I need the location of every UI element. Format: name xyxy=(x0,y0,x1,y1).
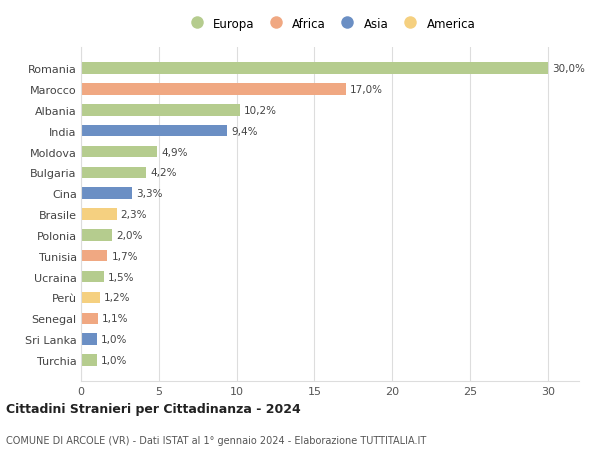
Bar xyxy=(81,209,117,220)
Text: 2,3%: 2,3% xyxy=(121,210,147,219)
Legend: Europa, Africa, Asia, America: Europa, Africa, Asia, America xyxy=(185,17,475,30)
Text: 1,0%: 1,0% xyxy=(100,355,127,365)
Bar xyxy=(81,230,112,241)
Text: 1,7%: 1,7% xyxy=(112,251,138,261)
Bar xyxy=(81,271,104,283)
Bar xyxy=(81,84,346,95)
Text: 4,2%: 4,2% xyxy=(150,168,177,178)
Bar xyxy=(81,334,97,345)
Text: 1,1%: 1,1% xyxy=(102,313,128,324)
Bar xyxy=(81,167,146,179)
Bar xyxy=(81,251,107,262)
Text: COMUNE DI ARCOLE (VR) - Dati ISTAT al 1° gennaio 2024 - Elaborazione TUTTITALIA.: COMUNE DI ARCOLE (VR) - Dati ISTAT al 1°… xyxy=(6,435,426,445)
Text: 2,0%: 2,0% xyxy=(116,230,142,241)
Text: 1,2%: 1,2% xyxy=(104,293,130,303)
Bar xyxy=(81,105,240,116)
Text: 4,9%: 4,9% xyxy=(161,147,188,157)
Text: 1,5%: 1,5% xyxy=(108,272,135,282)
Bar xyxy=(81,63,548,75)
Text: 9,4%: 9,4% xyxy=(231,126,257,136)
Text: 1,0%: 1,0% xyxy=(100,334,127,344)
Bar xyxy=(81,188,133,200)
Bar xyxy=(81,126,227,137)
Bar xyxy=(81,146,157,158)
Bar xyxy=(81,354,97,366)
Bar xyxy=(81,313,98,324)
Bar xyxy=(81,292,100,303)
Text: 17,0%: 17,0% xyxy=(349,85,382,95)
Text: Cittadini Stranieri per Cittadinanza - 2024: Cittadini Stranieri per Cittadinanza - 2… xyxy=(6,403,301,415)
Text: 3,3%: 3,3% xyxy=(136,189,163,199)
Text: 30,0%: 30,0% xyxy=(552,64,584,74)
Text: 10,2%: 10,2% xyxy=(244,106,277,116)
